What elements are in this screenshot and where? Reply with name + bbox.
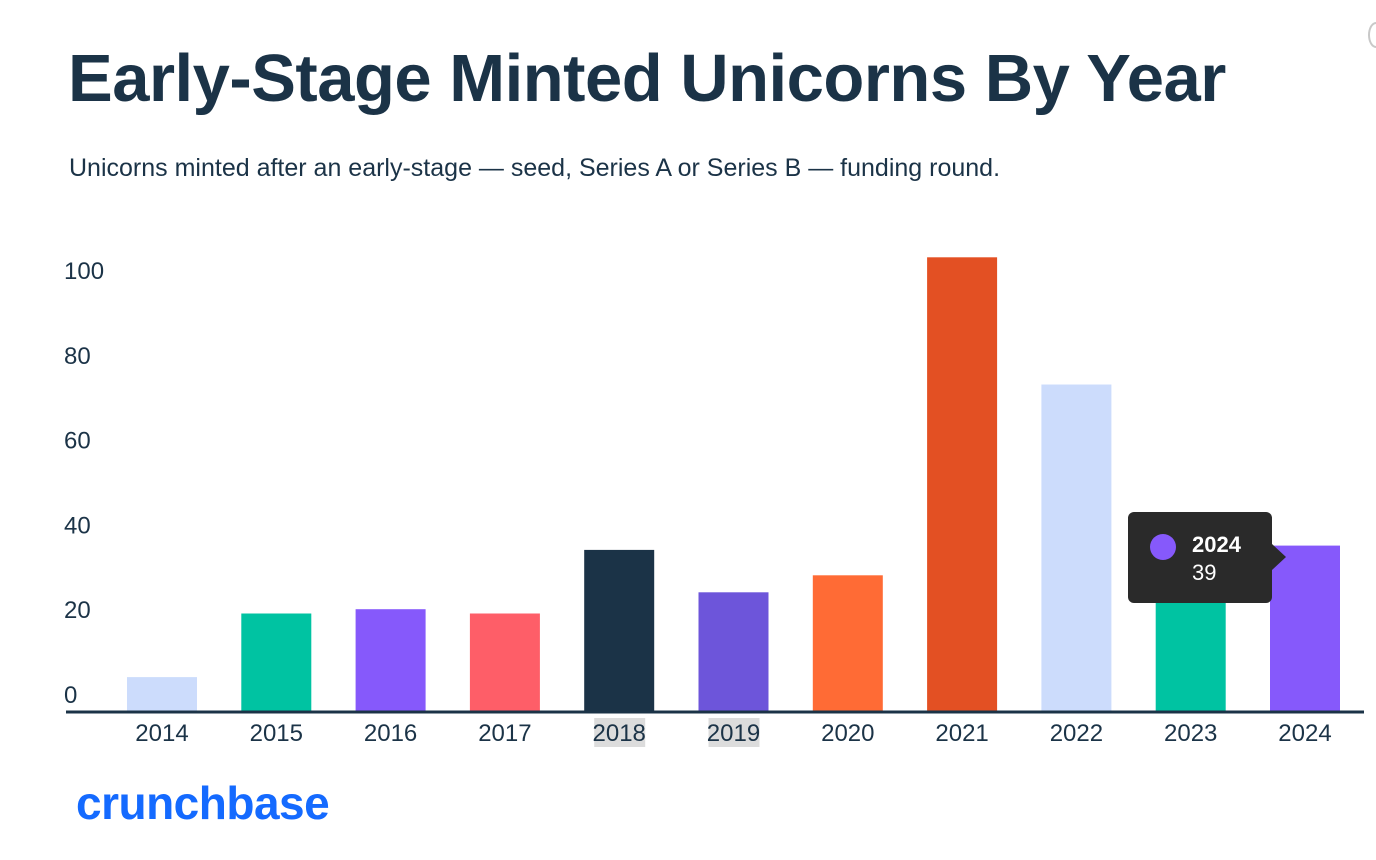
x-tick-label: 2024 [1278, 720, 1331, 747]
bar-2016[interactable] [355, 609, 426, 711]
bar-2021[interactable] [927, 257, 998, 711]
bar-2020[interactable] [812, 575, 883, 711]
x-tick-label: 2015 [250, 720, 303, 747]
tooltip-year: 2024 [1192, 532, 1241, 557]
bar-2015[interactable] [241, 613, 312, 712]
x-tick-label: 2016 [364, 720, 417, 747]
x-tick-label: 2023 [1164, 720, 1217, 747]
y-tick-label: 100 [64, 258, 104, 285]
bar-2018[interactable] [584, 549, 655, 711]
bars-group [127, 257, 1340, 711]
x-tick-label: 2022 [1050, 720, 1103, 747]
tooltip-series-dot [1150, 534, 1176, 560]
bar-2019[interactable] [698, 592, 769, 711]
bar-2014[interactable] [127, 677, 197, 711]
bar-2024[interactable] [1270, 545, 1340, 711]
x-tick-label: 2020 [821, 720, 874, 747]
x-tick-label: 2017 [478, 720, 531, 747]
y-tick-label: 40 [64, 512, 91, 539]
corner-decoration [1368, 22, 1376, 48]
crunchbase-logo: crunchbase [76, 777, 330, 829]
x-tick-label: 2014 [135, 720, 188, 747]
bar-2022[interactable] [1041, 384, 1112, 712]
y-tick-label: 20 [64, 597, 91, 624]
y-tick-label: 60 [64, 428, 91, 455]
y-axis-ticks: 0 20 40 60 80 100 [64, 258, 104, 709]
x-tick-label: 2021 [935, 720, 988, 747]
y-tick-label: 0 [64, 682, 77, 709]
tooltip-2024: 2024 39 [1128, 512, 1286, 603]
y-tick-label: 80 [64, 343, 91, 370]
chart-title: Early-Stage Minted Unicorns By Year [68, 41, 1226, 116]
x-tick-highlight [708, 718, 760, 747]
bar-2017[interactable] [469, 613, 540, 712]
x-axis-ticks: 2014 2015 2016 2017 2018 2019 2020 2021 2022 2023… [135, 718, 1332, 747]
chart-subtitle: Unicorns minted after an early-stage — s… [69, 154, 1001, 182]
tooltip-value: 39 [1192, 560, 1217, 585]
x-tick-label: 2019 [707, 720, 760, 747]
x-tick-highlight [594, 718, 646, 747]
x-tick-label: 2018 [593, 720, 646, 747]
